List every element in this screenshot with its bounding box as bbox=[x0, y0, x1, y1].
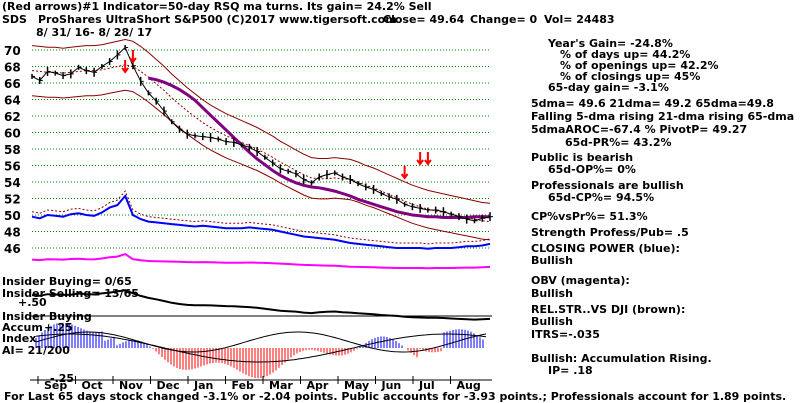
accum-ma-line bbox=[35, 331, 487, 353]
stat-closings-up: % of closings up= 45% bbox=[560, 70, 701, 83]
y-axis-tick-labels: 70 68 66 64 62 60 58 56 54 52 50 48 46 bbox=[4, 44, 21, 256]
ticker-symbol: SDS bbox=[2, 13, 27, 26]
x-tick-label: Jun bbox=[381, 379, 402, 392]
accumulation-status: Bullish: Accumulation Rising. bbox=[531, 352, 712, 365]
x-tick-label: Oct bbox=[82, 379, 103, 392]
stat-days-up: % of days up= 44.2% bbox=[560, 48, 691, 61]
obv-line bbox=[31, 253, 491, 270]
x-axis-month-labels: Sep Oct Nov Dec Jan Feb Mar Apr May Jun Jul Aug bbox=[37, 376, 481, 392]
insider-buying-count: Insider Buying= 0/65 bbox=[2, 275, 132, 288]
stat-65d-cp: 65d-CP%= 94.5% bbox=[548, 191, 655, 204]
y-tick-label: 62 bbox=[4, 110, 21, 124]
stat-professionals: Professionals are bullish bbox=[531, 179, 684, 192]
stat-public: Public is bearish bbox=[531, 151, 634, 164]
ip-value: IP= .18 bbox=[548, 364, 593, 377]
value-relstr: Bullish bbox=[531, 315, 573, 328]
y-tick-label: 66 bbox=[4, 77, 21, 91]
y-tick-label: 64 bbox=[4, 94, 21, 108]
footer-summary: For Last 65 days stock changed -3.1% or … bbox=[4, 390, 787, 403]
date-range: 8/ 31/ 16- 8/ 28/ 17 bbox=[36, 26, 153, 39]
insider-selling-count: Insider Selling= 13/65 bbox=[2, 287, 139, 300]
security-name: ProShares UltraShort S&P500 (C)2017 www.… bbox=[38, 13, 397, 26]
x-tick-label: Sep bbox=[44, 379, 67, 392]
price-line bbox=[31, 46, 491, 222]
label-closing-power: CLOSING POWER (blue): bbox=[531, 242, 680, 255]
y-tick-label: 50 bbox=[4, 209, 21, 223]
x-tick-label: Aug bbox=[457, 379, 481, 392]
sell-arrow-head bbox=[416, 159, 424, 166]
stat-aroc-pivot: 5dmaAROC=-67.4 % PivotP= 49.27 bbox=[531, 123, 748, 136]
sell-arrow-head bbox=[400, 173, 409, 180]
scale-plus25: +.25 bbox=[44, 321, 73, 334]
change-value: Change= 0 bbox=[470, 13, 538, 26]
price-gridlines bbox=[32, 49, 490, 249]
y-tick-label: 60 bbox=[4, 127, 21, 141]
closing-power-ma-line bbox=[31, 190, 491, 245]
value-itrs: ITRS=-.035 bbox=[531, 328, 600, 341]
close-value: Close= 49.64 bbox=[383, 13, 465, 26]
value-closing-power: Bullish bbox=[531, 254, 573, 267]
upper-band-line bbox=[31, 38, 491, 204]
accumulation-index-bars bbox=[35, 322, 484, 379]
ma65-line bbox=[148, 76, 490, 219]
x-tick-label: Nov bbox=[119, 379, 144, 392]
x-tick-label: Jan bbox=[193, 379, 213, 392]
y-tick-label: 70 bbox=[4, 44, 21, 58]
stat-cp-vs-pr: CP%vsPr%= 51.3% bbox=[531, 210, 648, 223]
stat-65day-gain: 65-day gain= -3.1% bbox=[548, 81, 669, 94]
index-label: Index bbox=[2, 332, 37, 345]
accumulation-index-lines bbox=[35, 331, 487, 363]
y-tick-label: 54 bbox=[4, 176, 21, 190]
y-tick-label: 48 bbox=[4, 226, 21, 240]
price-series bbox=[31, 45, 493, 224]
scale-plus50: +.50 bbox=[18, 296, 47, 309]
volume-value: Vol= 24483 bbox=[544, 13, 615, 26]
relative-strength-line bbox=[31, 289, 491, 321]
stat-years-gain: Year's Gain= -24.8% bbox=[548, 37, 673, 50]
indicator-line: (Red arrows)#1 Indicator=50-day RSQ ma t… bbox=[2, 0, 432, 13]
sell-arrow-head bbox=[424, 159, 432, 166]
value-obv: Bullish bbox=[531, 287, 573, 300]
accum-ma-line-2 bbox=[35, 333, 487, 363]
scale-minus25: -.25 bbox=[50, 372, 75, 385]
stat-moving-averages: 5dma= 49.6 21dma= 49.2 65dma=49.8 bbox=[531, 97, 774, 110]
stat-ma-directions: Falling 5-dma rising 21-dma rising 65-dm… bbox=[531, 110, 795, 123]
insider-buying-label: Insider Buying bbox=[2, 310, 92, 323]
accum-label: Accum bbox=[2, 321, 43, 334]
stat-openings-up: % of openings up= 42.2% bbox=[560, 59, 719, 72]
y-tick-label: 46 bbox=[4, 242, 21, 256]
x-tick-label: Dec bbox=[157, 379, 180, 392]
x-tick-label: Feb bbox=[232, 379, 255, 392]
label-relstr: REL.STR..VS DJI (brown): bbox=[531, 303, 686, 316]
y-tick-label: 68 bbox=[4, 61, 21, 75]
x-tick-label: Mar bbox=[269, 379, 293, 392]
y-tick-label: 56 bbox=[4, 160, 21, 174]
sell-arrow-head bbox=[121, 67, 129, 74]
y-tick-label: 52 bbox=[4, 193, 21, 207]
lower-band-line bbox=[31, 89, 491, 241]
y-tick-label: 58 bbox=[4, 143, 21, 157]
closing-power-line bbox=[31, 194, 491, 250]
stat-strength: Strength Profess/Pub= .5 bbox=[531, 226, 689, 239]
x-tick-label: Jul bbox=[418, 379, 435, 392]
ai-value: AI= 21/200 bbox=[2, 344, 70, 357]
sell-arrows bbox=[121, 50, 432, 180]
stat-65d-op: 65d-OP%= 0% bbox=[548, 163, 636, 176]
sell-arrow-head bbox=[129, 57, 137, 64]
stat-65d-pr: 65d-PR%= 43.2% bbox=[565, 136, 672, 149]
ma21-line bbox=[31, 64, 491, 223]
x-tick-label: Apr bbox=[307, 379, 329, 392]
label-obv: OBV (magenta): bbox=[531, 274, 630, 287]
x-tick-label: May bbox=[344, 379, 369, 392]
